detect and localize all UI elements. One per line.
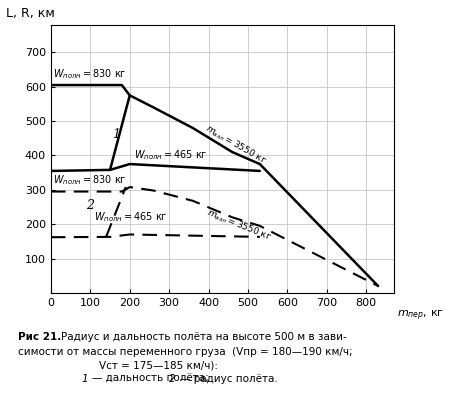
Text: — радиус полёта.: — радиус полёта. <box>180 374 278 384</box>
Text: — дальность полёта;: — дальность полёта; <box>92 374 216 384</box>
Text: $m_{пер}$, кг: $m_{пер}$, кг <box>397 309 445 323</box>
Text: $W_{полн}=465$ кг: $W_{полн}=465$ кг <box>134 149 207 162</box>
Text: $m_{взл}=3550$ кг: $m_{взл}=3550$ кг <box>202 122 269 168</box>
Text: Радиус и дальность полёта на высоте 500 м в зави-: Радиус и дальность полёта на высоте 500 … <box>61 332 346 342</box>
Text: $W_{полн}=830$ кг: $W_{полн}=830$ кг <box>53 173 126 187</box>
Text: $W_{полн}=830$ кг: $W_{полн}=830$ кг <box>53 67 126 81</box>
Text: симости от массы переменного груза  (Vпр = 180—190 км/ч;: симости от массы переменного груза (Vпр … <box>18 347 353 357</box>
Text: $m_{взл}=3550$ кг: $m_{взл}=3550$ кг <box>205 206 273 244</box>
Text: 1: 1 <box>112 128 120 141</box>
Text: L, R, км: L, R, км <box>6 7 55 20</box>
Text: 2: 2 <box>169 374 176 384</box>
Text: Vст = 175—185 км/ч):: Vст = 175—185 км/ч): <box>99 360 218 370</box>
Text: 2: 2 <box>86 199 94 212</box>
Text: $W_{полн}=465$ кг: $W_{полн}=465$ кг <box>94 210 168 224</box>
Text: Рис 21.: Рис 21. <box>18 332 61 342</box>
Text: 1: 1 <box>81 374 88 384</box>
